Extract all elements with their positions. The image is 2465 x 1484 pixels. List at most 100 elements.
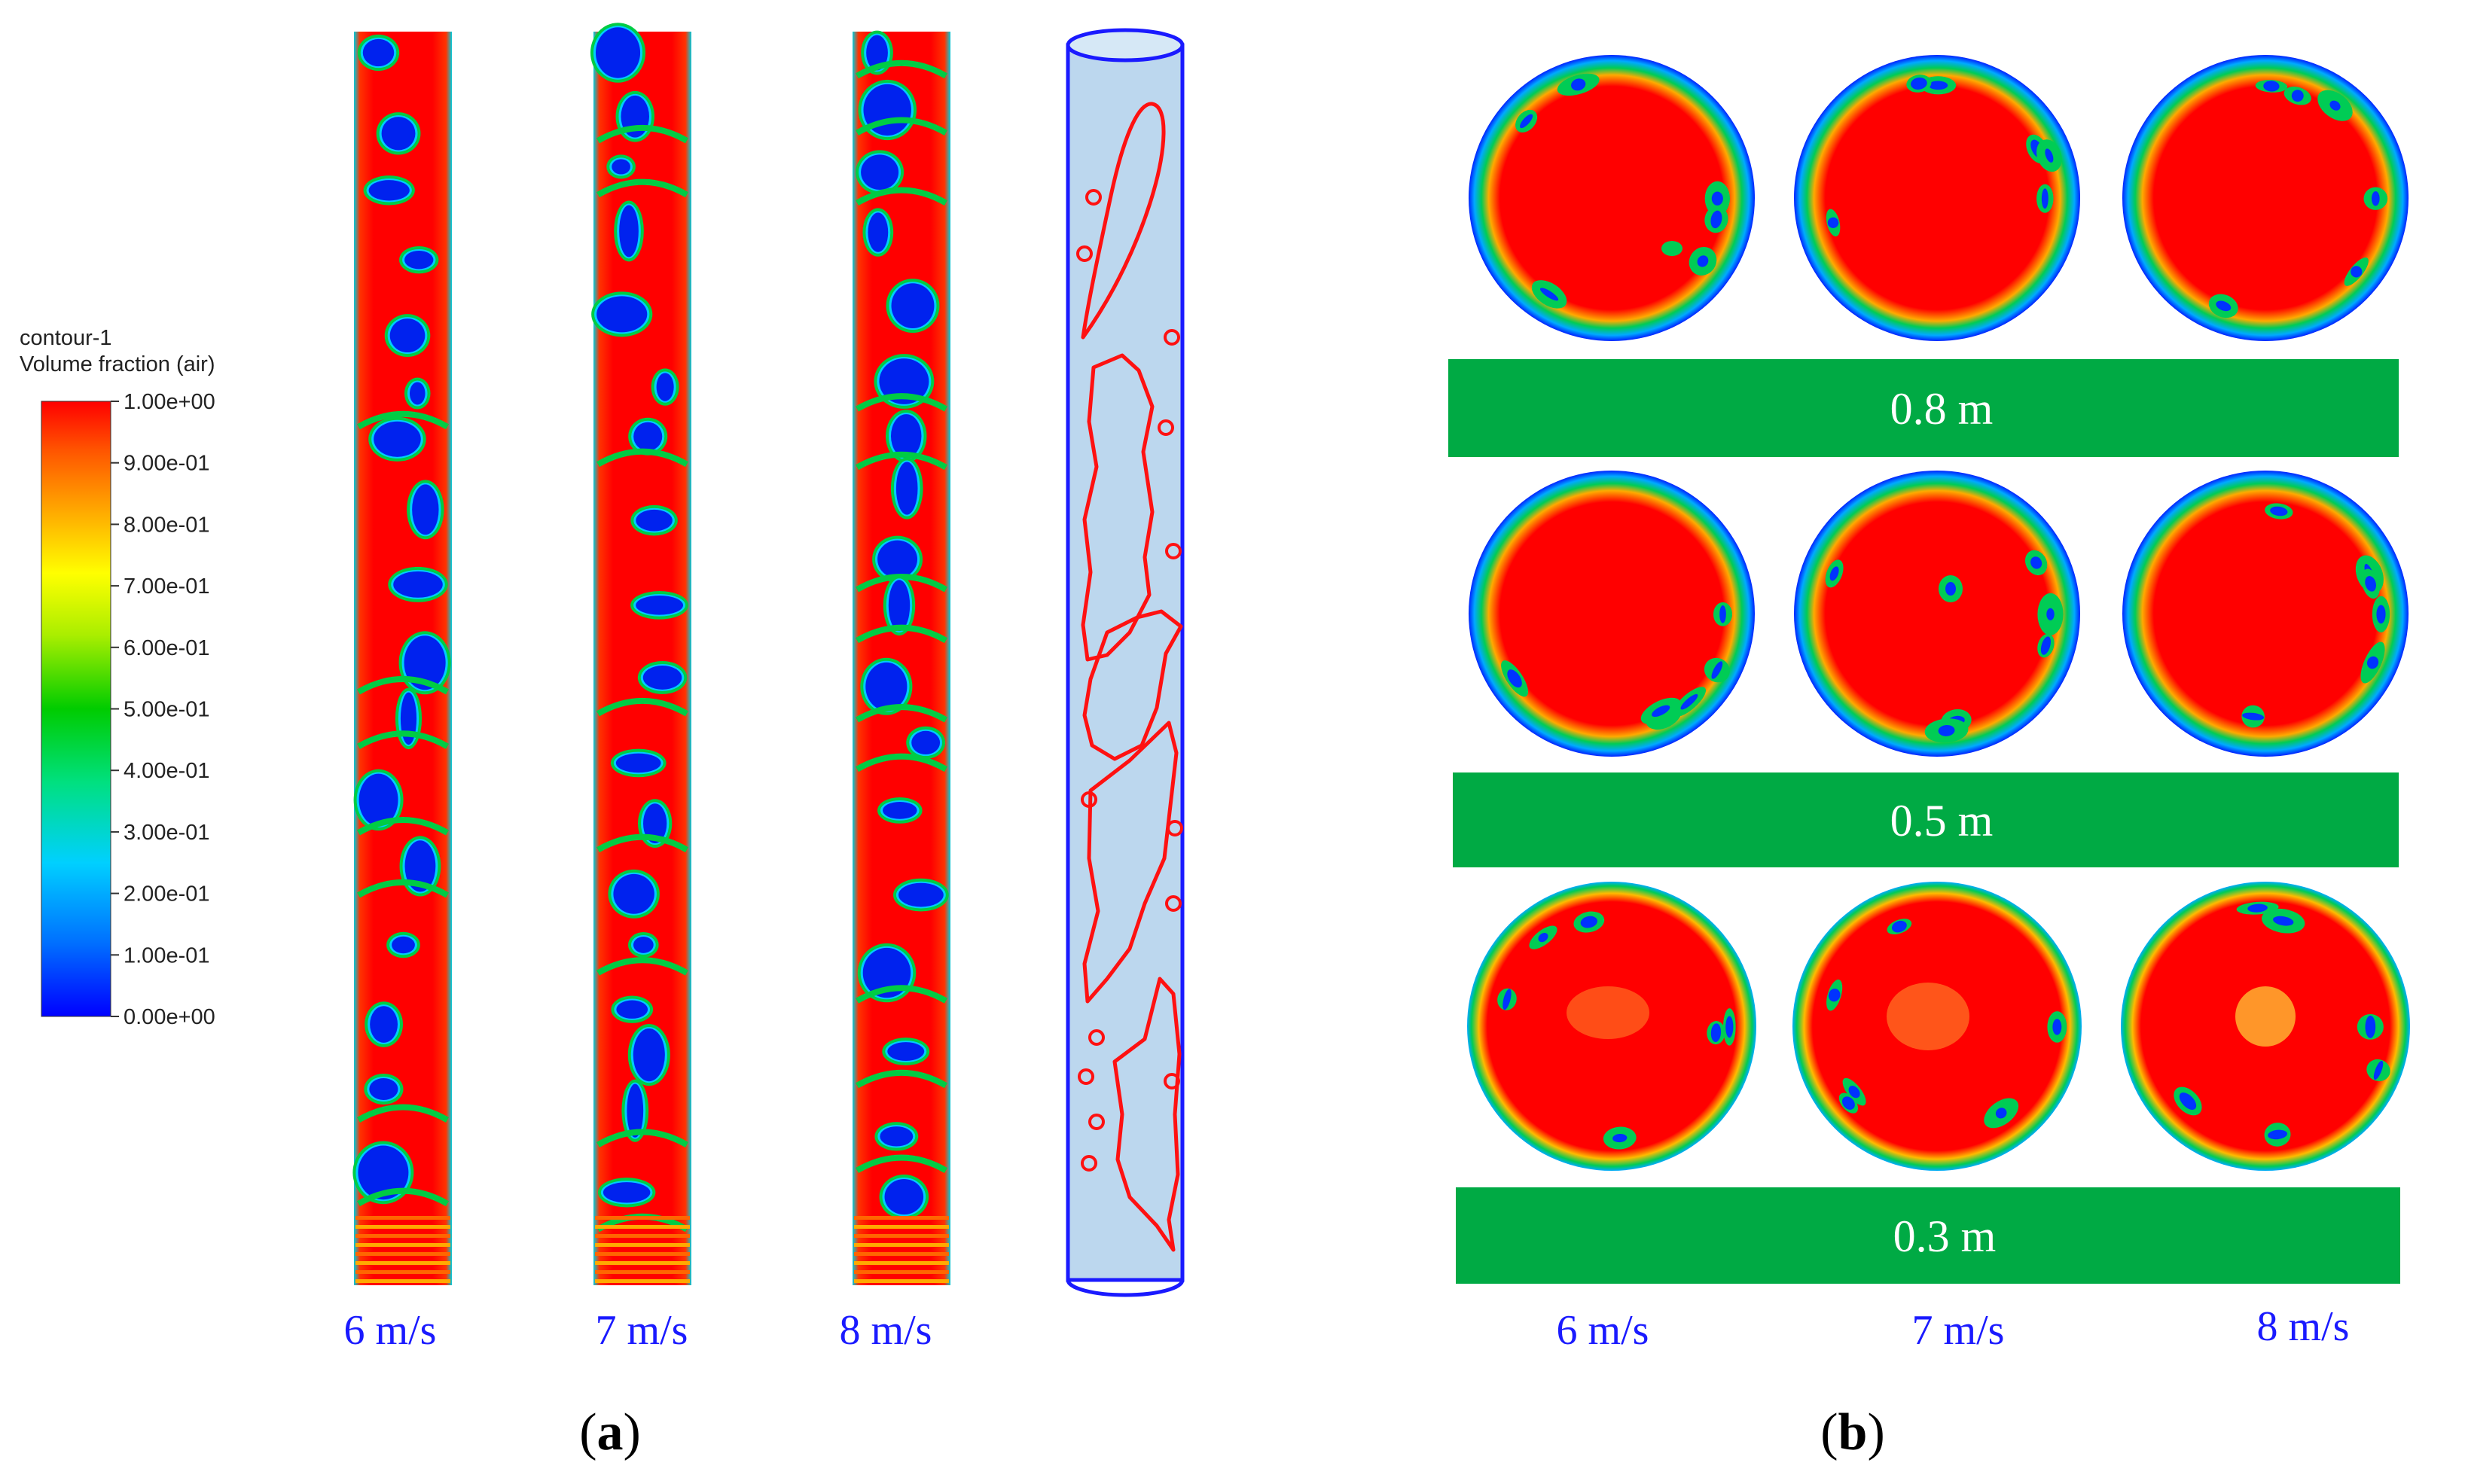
mixing-core [1567, 986, 1649, 1039]
cross-section [1469, 471, 1755, 757]
pipe-velocity-label-7: 7 m/s [596, 1307, 688, 1354]
bottom-stripe [355, 1234, 450, 1238]
water-patch [1502, 989, 1512, 1010]
water-pocket [404, 635, 446, 690]
interface-arc [357, 410, 449, 430]
colorbar-tick-label: 2.00e-01 [124, 882, 210, 907]
interface-arc [596, 1129, 688, 1147]
bottom-stripe [595, 1225, 690, 1229]
height-label-0-8: 0.8 m [1890, 384, 1994, 434]
interface-arc [856, 624, 947, 644]
interface-arc [856, 393, 947, 412]
colorbar-ticks: 1.00e+00 9.00e-01 8.00e-01 7.00e-01 6.00e-01… [111, 390, 215, 1029]
height-band-0-8 [1448, 359, 2399, 457]
panel-a-label: (a) [579, 1403, 641, 1461]
water-patch [2041, 188, 2049, 209]
interface-patch [1661, 241, 1682, 256]
water-patch [2179, 1092, 2197, 1110]
water-pocket [891, 283, 935, 329]
water-patch [1829, 566, 1839, 581]
water-patch [2365, 576, 2376, 592]
water-pocket [595, 27, 641, 78]
bottom-stripe [355, 1225, 450, 1229]
schematic-bubble [1081, 1155, 1097, 1172]
bottom-stripe [355, 1252, 450, 1256]
schematic-slug-3 [1082, 609, 1183, 761]
water-patch [2247, 904, 2268, 913]
cross-section-disc [2122, 471, 2409, 757]
schematic-bubble [1088, 1029, 1105, 1046]
interface-arc [357, 1187, 449, 1207]
interface-arc [357, 1104, 449, 1123]
cross-section [2122, 471, 2409, 757]
pipe-8-features [854, 30, 949, 1283]
water-patch [2216, 300, 2232, 312]
water-pocket [877, 540, 918, 578]
schematic-bubble [1078, 1068, 1094, 1085]
water-pocket [404, 840, 436, 892]
interface-arc [856, 1154, 947, 1174]
schematic-bubble [1165, 895, 1182, 912]
water-pocket [627, 1083, 644, 1138]
water-pocket [883, 801, 917, 819]
pipe-velocity-label-8: 8 m/s [840, 1307, 932, 1354]
colorbar-title-line1: contour-1 [20, 326, 112, 350]
water-patch [2040, 636, 2051, 655]
water-patch [2263, 81, 2280, 92]
water-patch [2046, 608, 2055, 620]
water-patch [1580, 916, 1597, 928]
pipe-contour-7 [590, 23, 691, 1285]
colorbar-tick-label: 7.00e-01 [124, 574, 210, 599]
schematic-bubble [1158, 419, 1174, 436]
interface-arc [596, 957, 688, 976]
cross-section [2122, 55, 2409, 341]
section-velocity-label-8: 8 m/s [2257, 1303, 2350, 1350]
interface-arc [856, 753, 947, 772]
schematic-bubble [1085, 189, 1102, 206]
water-pocket [362, 38, 395, 67]
cross-section [1794, 55, 2080, 341]
water-pocket [866, 35, 888, 71]
section-velocity-label-7: 7 m/s [1912, 1307, 2005, 1354]
schematic-bubble [1076, 245, 1093, 262]
cross-section-disc [1469, 55, 1755, 341]
water-pocket [880, 1126, 914, 1147]
water-patch [1710, 1023, 1722, 1043]
bottom-stripe [595, 1261, 690, 1265]
water-pocket [879, 358, 929, 404]
water-patch [2376, 605, 2386, 624]
water-patch [2366, 656, 2379, 669]
water-patch [2052, 1019, 2062, 1035]
bottom-stripe [595, 1270, 690, 1274]
colorbar-tick-label: 0.00e+00 [124, 1005, 215, 1029]
water-pocket [358, 773, 398, 827]
bottom-stripe [854, 1234, 949, 1238]
water-patch [2373, 1060, 2384, 1080]
bottom-stripe [355, 1261, 450, 1265]
interface-arc [596, 833, 688, 853]
schematic-pipe-top [1066, 28, 1185, 62]
bottom-stripe [595, 1252, 690, 1256]
height-band-0-5 [1453, 772, 2399, 867]
water-patch [1928, 81, 1948, 90]
water-pocket [619, 205, 639, 257]
water-pocket [381, 117, 416, 151]
water-pocket [409, 382, 426, 405]
schematic-gas-slugs [1081, 102, 1183, 1252]
water-patch [1538, 933, 1548, 943]
pipe-contour-8 [853, 30, 950, 1285]
water-patch [1891, 920, 1907, 933]
schematic-bubble [1165, 543, 1182, 559]
bottom-stripe [854, 1225, 949, 1229]
water-patch [2268, 1129, 2287, 1140]
colorbar-tick-label: 4.00e-01 [124, 759, 210, 783]
water-patch [1507, 669, 1522, 688]
bottom-stripe [854, 1252, 949, 1256]
water-patch [1652, 705, 1670, 718]
water-pocket [612, 159, 630, 175]
water-pocket [613, 873, 654, 914]
bottom-stripe [854, 1216, 949, 1220]
water-pocket [404, 250, 434, 270]
interface-arc [596, 448, 688, 468]
water-patch [1520, 114, 1533, 129]
